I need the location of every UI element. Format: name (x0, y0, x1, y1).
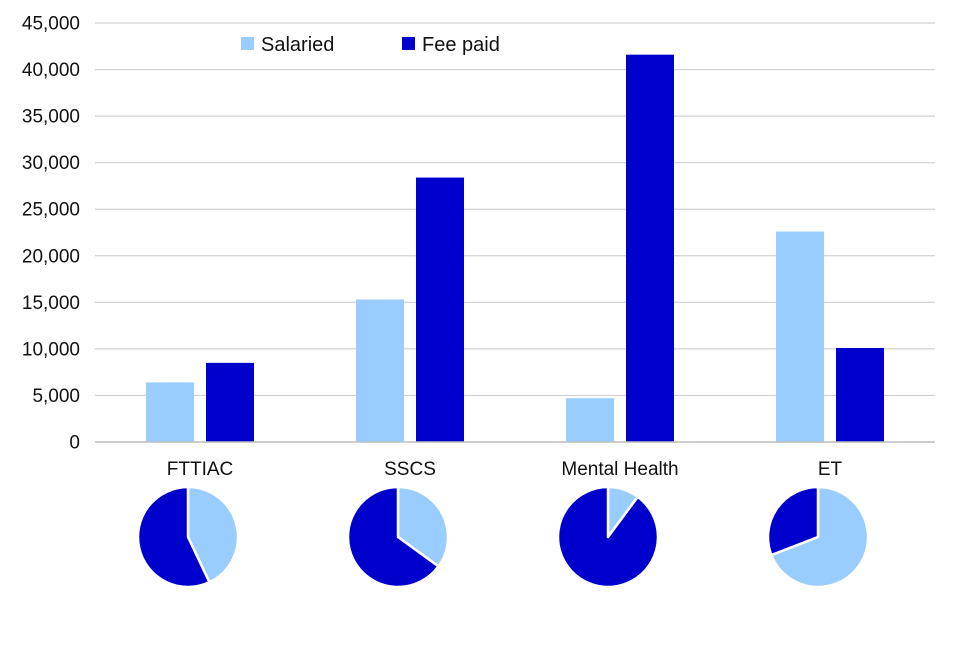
y-tick-label: 45,000 (22, 14, 80, 35)
y-tick-label: 5,000 (32, 386, 80, 407)
y-tick-label: 15,000 (22, 293, 80, 314)
y-tick-label: 10,000 (22, 339, 80, 360)
y-tick-label: 25,000 (22, 200, 80, 221)
pie-et (766, 485, 870, 589)
legend-swatch-fee-paid (402, 37, 415, 50)
bars (146, 54, 884, 442)
y-tick-label: 0 (69, 433, 80, 454)
legend: Salaried Fee paid (241, 34, 500, 56)
bar-fee-paid-sscs (416, 177, 464, 442)
category-label: ET (818, 459, 843, 480)
pies (136, 485, 870, 589)
category-labels: FTTIAC SSCS Mental Health ET (167, 459, 843, 480)
legend-swatch-salaried (241, 37, 254, 50)
bar-salaried-fttiac (146, 382, 194, 442)
y-tick-label: 30,000 (22, 153, 80, 174)
legend-label: Salaried (261, 34, 334, 56)
bar-fee-paid-mental-health (626, 54, 674, 442)
y-tick-label: 35,000 (22, 107, 80, 128)
pie-slice-fee-paid (556, 485, 660, 589)
y-tick-label: 20,000 (22, 246, 80, 267)
legend-label: Fee paid (422, 34, 500, 56)
y-tick-label: 40,000 (22, 60, 80, 81)
bar-salaried-et (776, 231, 824, 442)
category-label: Mental Health (561, 459, 678, 480)
pie-slice-fee-paid (346, 485, 440, 589)
y-axis-ticks: 0 5,000 10,000 15,000 20,000 25,000 30,000 35,0… (22, 14, 80, 454)
pie-slice-fee-paid (136, 485, 211, 589)
bar-salaried-sscs (356, 299, 404, 442)
bar-salaried-mental-health (566, 398, 614, 442)
pie-sscs (346, 485, 450, 589)
pie-slice-salaried (770, 485, 870, 589)
category-label: SSCS (384, 459, 436, 480)
grid-lines (95, 22, 935, 397)
category-label: FTTIAC (167, 459, 234, 480)
pie-slice-fee-paid (766, 485, 820, 557)
bar-fee-paid-et (836, 347, 884, 442)
pie-slice-salaried (186, 485, 240, 584)
pie-slice-salaried (396, 485, 450, 568)
pie-fttiac (136, 485, 240, 589)
pie-mental-health (556, 485, 660, 589)
bar-fee-paid-fttiac (206, 362, 254, 442)
